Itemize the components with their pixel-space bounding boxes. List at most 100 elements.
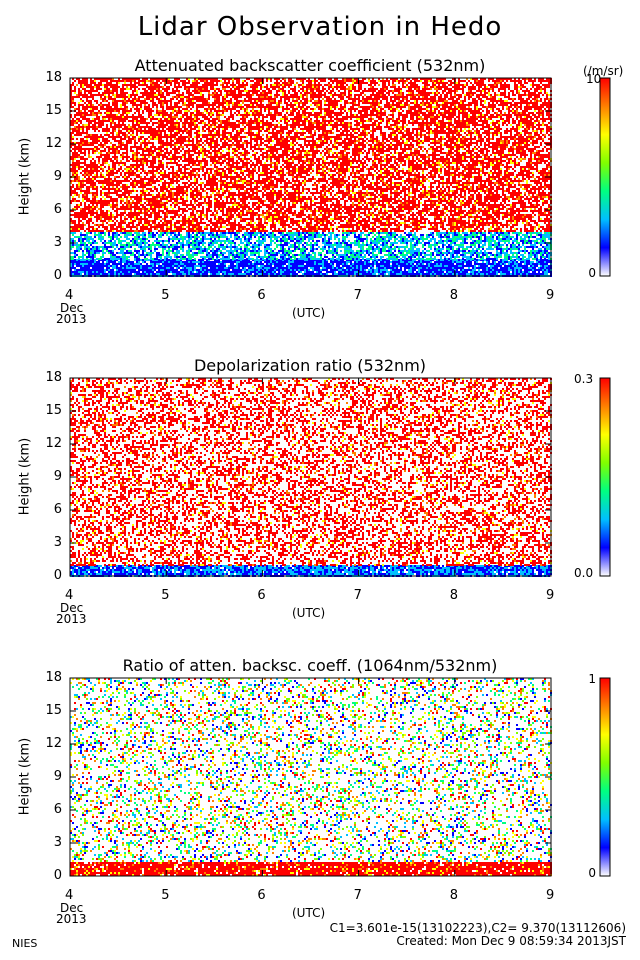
heatmap-cell <box>500 234 502 236</box>
heatmap-cell <box>176 246 178 248</box>
heatmap-cell <box>316 248 318 250</box>
heatmap-cell <box>388 80 390 82</box>
heatmap-cell <box>276 240 278 242</box>
heatmap-cell <box>268 258 270 260</box>
heatmap-cell <box>376 256 378 258</box>
heatmap-cell <box>260 258 262 260</box>
heatmap-cell <box>152 232 154 234</box>
heatmap-cell <box>170 258 172 260</box>
heatmap-cell <box>292 80 294 82</box>
heatmap-cell <box>220 269 222 271</box>
heatmap-cell <box>494 269 496 271</box>
heatmap-cell <box>94 265 96 267</box>
heatmap-cell <box>290 261 292 263</box>
heatmap-cell <box>296 238 298 240</box>
heatmap-cell <box>462 248 464 250</box>
heatmap-cell <box>174 252 176 254</box>
heatmap-cell <box>496 265 498 267</box>
heatmap-cell <box>528 258 530 260</box>
heatmap-cell <box>430 254 432 256</box>
heatmap-cell <box>354 263 356 265</box>
heatmap-cell <box>530 273 532 275</box>
heatmap-cell <box>140 240 142 242</box>
heatmap-cell <box>388 82 390 84</box>
heatmap-cell <box>202 248 204 250</box>
heatmap-cell <box>418 252 420 254</box>
heatmap-cell <box>478 82 480 84</box>
heatmap-cell <box>84 273 86 275</box>
heatmap-cell <box>472 234 474 236</box>
heatmap-cell <box>474 267 476 269</box>
heatmap-cell <box>510 250 512 252</box>
heatmap-cell <box>142 82 144 84</box>
heatmap-cell <box>114 240 116 242</box>
heatmap-cell <box>124 246 126 248</box>
heatmap-cell <box>376 269 378 271</box>
heatmap-cell <box>204 236 206 238</box>
heatmap-cell <box>528 273 530 275</box>
heatmap-cell <box>262 234 264 236</box>
heatmap-cell <box>168 240 170 242</box>
heatmap-cell <box>136 82 138 84</box>
heatmap-cell <box>526 78 528 80</box>
heatmap-cell <box>348 252 350 254</box>
heatmap-cell <box>488 267 490 269</box>
heatmap-cell <box>146 267 148 269</box>
heatmap-cell <box>86 238 88 240</box>
heatmap-cell <box>462 269 464 271</box>
heatmap-cell <box>402 265 404 267</box>
heatmap-cell <box>166 252 168 254</box>
heatmap-cell <box>112 252 114 254</box>
heatmap-cell <box>504 256 506 258</box>
heatmap-cell <box>442 271 444 273</box>
heatmap-cell <box>348 269 350 271</box>
heatmap-cell <box>422 273 424 275</box>
heatmap-cell <box>394 240 396 242</box>
heatmap-cell <box>116 232 118 234</box>
heatmap-cell <box>238 261 240 263</box>
heatmap-cell <box>540 261 542 263</box>
heatmap-cell <box>410 244 412 246</box>
heatmap-cell <box>134 248 136 250</box>
heatmap-cell <box>518 258 520 260</box>
heatmap-cell <box>330 271 332 273</box>
heatmap-cell <box>100 273 102 275</box>
heatmap-cell <box>306 263 308 265</box>
heatmap-cell <box>292 265 294 267</box>
heatmap-cell <box>370 82 372 84</box>
heatmap-cell <box>516 232 518 234</box>
heatmap-cell <box>532 273 534 275</box>
heatmap-cell <box>396 261 398 263</box>
heatmap-cell <box>506 78 508 80</box>
heatmap-cell <box>434 271 436 273</box>
heatmap-cell <box>284 267 286 269</box>
heatmap-cell <box>262 256 264 258</box>
heatmap-cell <box>350 263 352 265</box>
heatmap-cell <box>520 267 522 269</box>
heatmap-cell <box>362 78 364 80</box>
heatmap-cell <box>152 78 154 80</box>
heatmap-cell <box>152 252 154 254</box>
heatmap-cell <box>436 265 438 267</box>
heatmap-cell <box>392 267 394 269</box>
heatmap-cell <box>344 265 346 267</box>
heatmap-cell <box>440 248 442 250</box>
heatmap-cell <box>280 244 282 246</box>
heatmap-cell <box>342 242 344 244</box>
heatmap-cell <box>114 256 116 258</box>
heatmap-cell <box>510 267 512 269</box>
heatmap-cell <box>110 238 112 240</box>
heatmap-cell <box>520 232 522 234</box>
heatmap-cell <box>80 236 82 238</box>
heatmap-cell <box>98 261 100 263</box>
heatmap-cell <box>518 263 520 265</box>
heatmap-cell <box>106 246 108 248</box>
heatmap-cell <box>206 84 208 86</box>
heatmap-cell <box>536 246 538 248</box>
heatmap-cell <box>318 263 320 265</box>
heatmap-cell <box>258 78 260 80</box>
heatmap-cell <box>72 267 74 269</box>
heatmap-cell <box>372 259 374 261</box>
heatmap-cell <box>504 258 506 260</box>
heatmap-cell <box>248 273 250 275</box>
